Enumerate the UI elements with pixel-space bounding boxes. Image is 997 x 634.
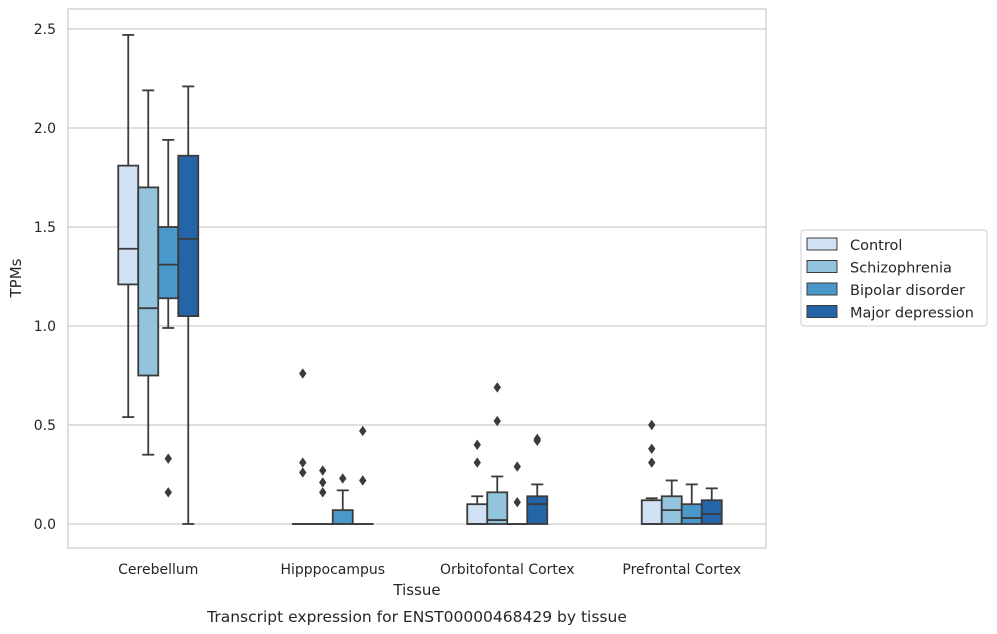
x-axis-ticks: Cerebellum Hipppocampus Orbitofontal Corte… <box>118 562 741 578</box>
outlier-point <box>339 473 347 484</box>
box-body <box>157 226 180 300</box>
box-1-1 <box>311 465 334 525</box>
x-tick-label: Hipppocampus <box>280 562 385 578</box>
outlier-point <box>319 465 327 476</box>
outlier-point <box>473 457 481 468</box>
box-body <box>640 499 663 525</box>
outlier-point <box>473 439 481 450</box>
plot-area <box>67 8 767 549</box>
y-tick-label: 0.5 <box>34 418 56 434</box>
outlier-point <box>648 443 656 454</box>
box-2-2 <box>506 461 529 525</box>
box-1-2 <box>331 473 354 525</box>
box-body <box>700 499 723 525</box>
boxes-layer <box>117 34 723 525</box>
box-1-0 <box>291 368 314 525</box>
legend-label: Bipolar disorder <box>850 283 965 299</box>
legend-swatch <box>806 282 838 296</box>
outlier-point <box>299 467 307 478</box>
box-2-0 <box>466 439 489 525</box>
legend: Control Schizophrenia Bipolar disorder Majo… <box>800 229 988 327</box>
box-body <box>117 164 140 286</box>
box-body <box>137 186 160 377</box>
y-tick-label: 2.5 <box>34 22 56 38</box>
outlier-point <box>164 487 172 498</box>
outlier-point <box>493 382 501 393</box>
outlier-point <box>359 475 367 486</box>
box-3-1 <box>660 479 683 525</box>
box-0-2 <box>157 138 180 498</box>
outlier-point <box>299 457 307 468</box>
outlier-point <box>648 457 656 468</box>
box-3-0 <box>640 419 663 525</box>
legend-label: Major depression <box>850 306 974 322</box>
outlier-point <box>164 453 172 464</box>
box-0-3 <box>177 85 200 525</box>
legend-swatch <box>806 237 838 251</box>
chart-caption: Transcript expression for ENST0000046842… <box>206 608 627 626</box>
x-tick-label: Prefrontal Cortex <box>622 562 741 578</box>
y-tick-label: 2.0 <box>34 121 56 137</box>
x-axis-label: Tissue <box>392 581 440 599</box>
box-0-0 <box>117 34 140 418</box>
box-body <box>526 495 549 525</box>
y-tick-label: 1.5 <box>34 220 56 236</box>
box-body <box>331 509 354 525</box>
box-body <box>177 154 200 318</box>
x-tick-label: Orbitofontal Cortex <box>440 562 575 578</box>
box-1-3 <box>351 425 374 525</box>
box-body <box>466 503 489 525</box>
x-tick-label: Cerebellum <box>118 562 198 578</box>
outlier-point <box>319 487 327 498</box>
outlier-point <box>533 433 541 445</box>
legend-swatch <box>806 305 838 318</box>
outlier-point <box>493 415 501 427</box>
y-tick-label: 0.0 <box>34 517 56 533</box>
y-axis-label: TPMs <box>7 258 25 298</box>
legend-frame <box>800 229 988 327</box>
box-0-1 <box>137 89 160 456</box>
outlier-point <box>359 425 367 437</box>
box-2-1 <box>486 382 509 525</box>
box-3-3 <box>700 487 723 525</box>
y-axis-ticks: 0.0 0.5 1.0 1.5 2.0 2.5 <box>34 22 56 533</box>
outlier-point <box>648 419 656 431</box>
legend-label: Schizophrenia <box>850 261 952 277</box>
box-2-3 <box>526 433 549 525</box>
y-tick-label: 1.0 <box>34 319 56 335</box>
legend-swatch <box>806 260 838 273</box>
box-body <box>486 491 509 525</box>
outlier-point <box>319 477 327 488</box>
outlier-point <box>513 461 521 472</box>
outlier-point <box>513 497 521 508</box>
legend-label: Control <box>850 238 902 254</box>
outlier-point <box>299 368 307 379</box>
box-body <box>680 503 703 525</box>
box-3-2 <box>680 483 703 525</box>
